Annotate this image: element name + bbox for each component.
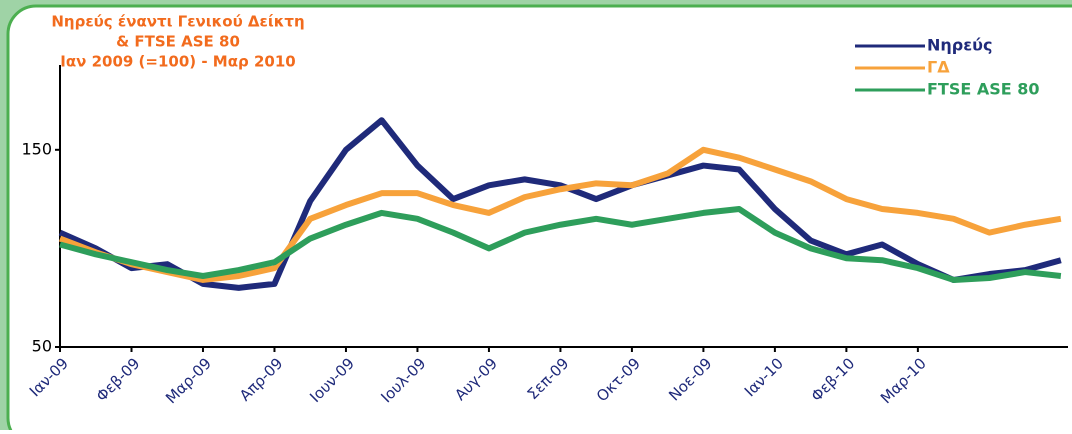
y-tick-label: 150 (21, 139, 52, 158)
series-line (58, 117, 1062, 291)
title: Νηρεύς έναντι Γενικού Δείκτη & FTSE ASE … (51, 13, 304, 71)
legend-label: Νηρεύς (927, 36, 992, 55)
series-line (59, 205, 1062, 283)
series-line (58, 146, 1062, 283)
legend-label: FTSE ASE 80 (927, 80, 1040, 99)
title-line: Ιαν 2009 (=100) - Μαρ 2010 (60, 53, 296, 71)
panel (6, 4, 1072, 434)
title-line: Νηρεύς έναντι Γενικού Δείκτη (51, 13, 304, 31)
title-line: & FTSE ASE 80 (116, 33, 240, 51)
y-tick-label: 50 (32, 337, 52, 356)
legend-label: ΓΔ (927, 58, 950, 77)
